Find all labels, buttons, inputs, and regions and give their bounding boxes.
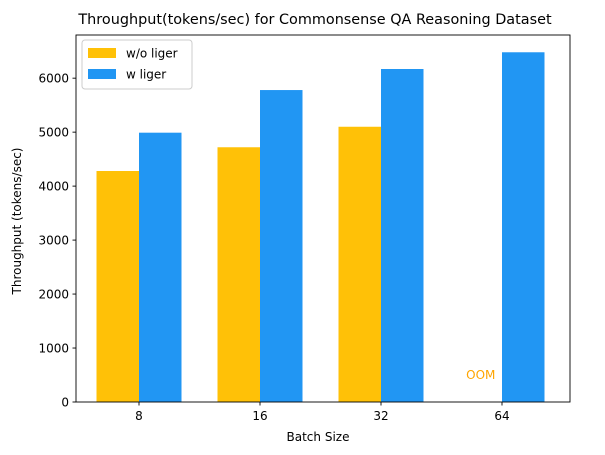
x-axis-label: Batch Size xyxy=(287,430,350,444)
bar-w-liger-8 xyxy=(139,132,182,402)
x-tick-label: 64 xyxy=(494,409,509,423)
bar-w-o-liger-8 xyxy=(96,171,139,402)
y-tick-label: 3000 xyxy=(38,233,69,247)
y-tick-label: 2000 xyxy=(38,287,69,301)
plot-area xyxy=(96,52,545,403)
x-tick-label: 32 xyxy=(373,409,388,423)
bar-w-o-liger-16 xyxy=(217,147,260,402)
bar-w-liger-32 xyxy=(381,69,424,403)
y-tick-label: 4000 xyxy=(38,179,69,193)
bar-w-o-liger-32 xyxy=(338,126,381,402)
bar-w-liger-16 xyxy=(260,90,303,403)
x-tick-label: 8 xyxy=(135,409,143,423)
annotations: OOM xyxy=(466,368,495,382)
y-tick-label: 1000 xyxy=(38,341,69,355)
x-tick-label: 16 xyxy=(252,409,267,423)
legend-label: w/o liger xyxy=(126,47,178,61)
y-axis: 0 1000 2000 3000 4000 5000 6000 xyxy=(38,71,76,409)
legend-swatch xyxy=(88,48,116,58)
x-axis: 8 16 32 64 xyxy=(135,402,510,423)
y-axis-label: Throughput (tokens/sec) xyxy=(10,148,24,296)
legend-label: w liger xyxy=(126,68,166,82)
y-tick-label: 6000 xyxy=(38,71,69,85)
legend: w/o liger w liger xyxy=(81,39,193,90)
plot-frame xyxy=(75,34,571,403)
legend-swatch xyxy=(88,69,116,79)
y-tick-label: 0 xyxy=(61,395,69,409)
y-tick-label: 5000 xyxy=(38,125,69,139)
annotation-oom: OOM xyxy=(466,368,495,382)
chart-title: Throughput(tokens/sec) for Commonsense Q… xyxy=(77,12,552,28)
bar-w-liger-64 xyxy=(502,52,545,402)
